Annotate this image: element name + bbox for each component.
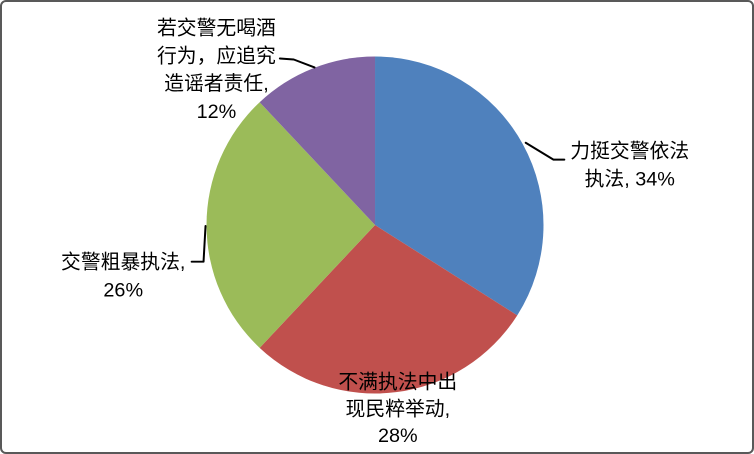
pie-slice-1	[375, 56, 544, 316]
slice-label-line: 28%	[378, 425, 418, 447]
leader-line-4	[278, 57, 316, 69]
leader-line-3	[190, 225, 207, 263]
slice-label-4: 若交警无喝酒行为，应追究造谣者责任, 12%	[157, 18, 276, 123]
slice-label-3: 交警粗暴执法, 26%	[61, 252, 185, 302]
pie-slice-3	[206, 102, 376, 348]
slice-label-line: 若交警无喝酒	[157, 18, 276, 40]
slice-label-line: 造谣者责任,	[164, 73, 269, 95]
slice-label-line: 不满执法中出	[338, 372, 457, 394]
slice-label-2: 不满执法中出现民粹举动, 28%	[338, 372, 457, 448]
slice-label-line: 交警粗暴执法,	[61, 252, 185, 274]
slice-label-line: 26%	[103, 279, 143, 301]
pie-slice-2	[259, 225, 518, 394]
leader-line-1	[524, 141, 566, 161]
slice-label-line: 12%	[197, 101, 237, 123]
pie-slice-4	[259, 56, 376, 226]
slice-label-line: 现民粹举动,	[346, 398, 451, 420]
slice-label-1: 力挺交警依法执法, 34%	[570, 141, 689, 191]
slice-label-line: 力挺交警依法	[570, 141, 689, 163]
slice-label-line: 行为，应追究	[157, 45, 276, 67]
slice-label-line: 执法, 34%	[585, 168, 675, 190]
